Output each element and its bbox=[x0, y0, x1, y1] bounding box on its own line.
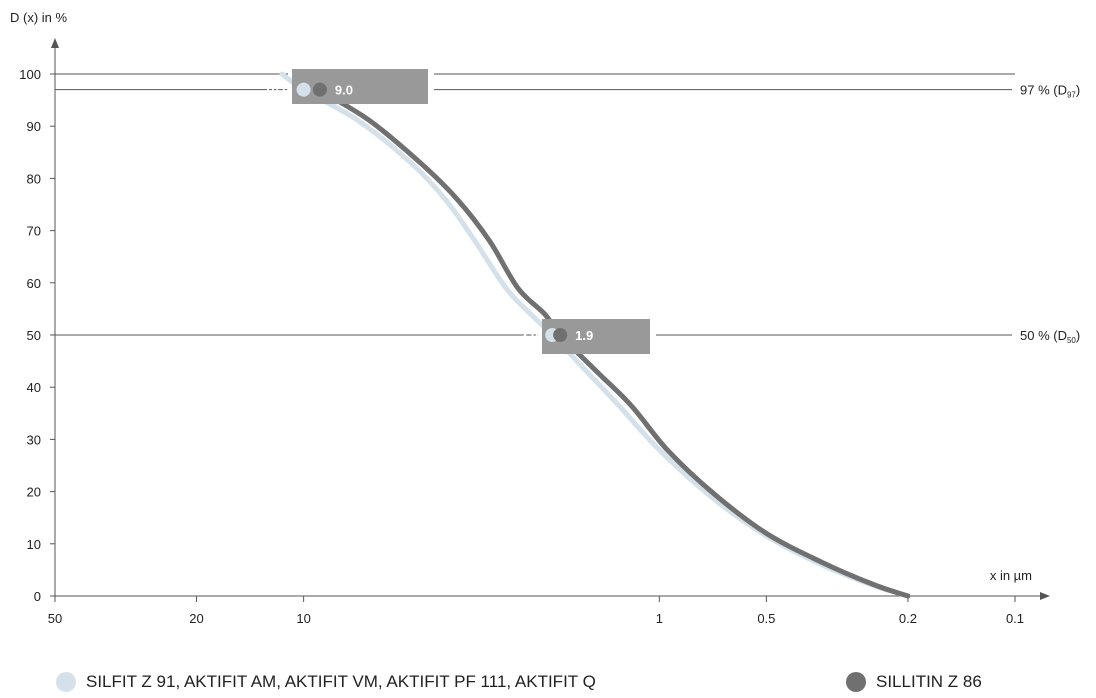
x-tick-label-1: 1 bbox=[656, 611, 663, 626]
y-tick-label-70: 70 bbox=[27, 224, 41, 239]
badge-d97 bbox=[292, 69, 428, 104]
x-axis-title: x in µm bbox=[990, 568, 1032, 583]
y-tick-label-80: 80 bbox=[27, 171, 41, 186]
x-tick-label-0.1: 0.1 bbox=[1006, 611, 1024, 626]
legend-item-silfit: SILFIT Z 91, AKTIFIT AM, AKTIFIT VM, AKT… bbox=[56, 672, 596, 692]
x-tick-label-0.5: 0.5 bbox=[757, 611, 775, 626]
y-tick-label-100: 100 bbox=[19, 67, 41, 82]
legend-swatch-silfit bbox=[56, 672, 76, 692]
x-tick-label-0.2: 0.2 bbox=[899, 611, 917, 626]
y-axis-arrow bbox=[51, 38, 59, 48]
reference-label-97: 97 % (D97) bbox=[1020, 83, 1080, 100]
series-1-marker-label-0: 9.0 bbox=[335, 83, 353, 98]
x-tick-label-10: 10 bbox=[296, 611, 310, 626]
y-tick-label-50: 50 bbox=[27, 328, 41, 343]
series-0-marker-0 bbox=[296, 82, 311, 97]
marker-badges: 10.0 2.0 9.0 1.9 bbox=[264, 69, 650, 354]
y-tick-label-40: 40 bbox=[27, 380, 41, 395]
series-0-marker-label-0: 10.0 bbox=[264, 83, 289, 98]
series-1-marker-label-1: 1.9 bbox=[575, 328, 593, 343]
y-axis-title: D (x) in % bbox=[10, 10, 68, 25]
series-1-marker-1 bbox=[553, 328, 568, 342]
axes: 0 10 20 30 40 50 60 70 80 90 100 50 20 10 1 0.5 0.2 0.1 bbox=[19, 38, 1050, 626]
reference-label-50: 50 % (D50) bbox=[1020, 328, 1080, 345]
legend-label-sillitin: SILLITIN Z 86 bbox=[876, 672, 982, 691]
x-axis-arrow bbox=[1040, 592, 1050, 600]
legend-item-sillitin: SILLITIN Z 86 bbox=[846, 672, 982, 692]
legend-label-silfit: SILFIT Z 91, AKTIFIT AM, AKTIFIT VM, AKT… bbox=[86, 672, 596, 691]
y-tick-label-0: 0 bbox=[34, 589, 41, 604]
y-tick-label-10: 10 bbox=[27, 537, 41, 552]
legend-swatch-sillitin bbox=[846, 672, 866, 692]
reference-lines: 97 % (D97) 50 % (D50) bbox=[55, 73, 1080, 345]
x-tick-label-20: 20 bbox=[189, 611, 203, 626]
particle-size-chart: 97 % (D97) 50 % (D50) 0 10 20 30 40 50 60 70 80 90… bbox=[10, 10, 1080, 626]
series-0-marker-label-1: 2.0 bbox=[520, 328, 538, 343]
y-tick-label-20: 20 bbox=[27, 485, 41, 500]
x-tick-label-50: 50 bbox=[48, 611, 62, 626]
y-tick-label-30: 30 bbox=[27, 432, 41, 447]
y-tick-label-60: 60 bbox=[27, 276, 41, 291]
series-1-marker-0 bbox=[312, 82, 327, 97]
y-tick-label-90: 90 bbox=[27, 119, 41, 134]
